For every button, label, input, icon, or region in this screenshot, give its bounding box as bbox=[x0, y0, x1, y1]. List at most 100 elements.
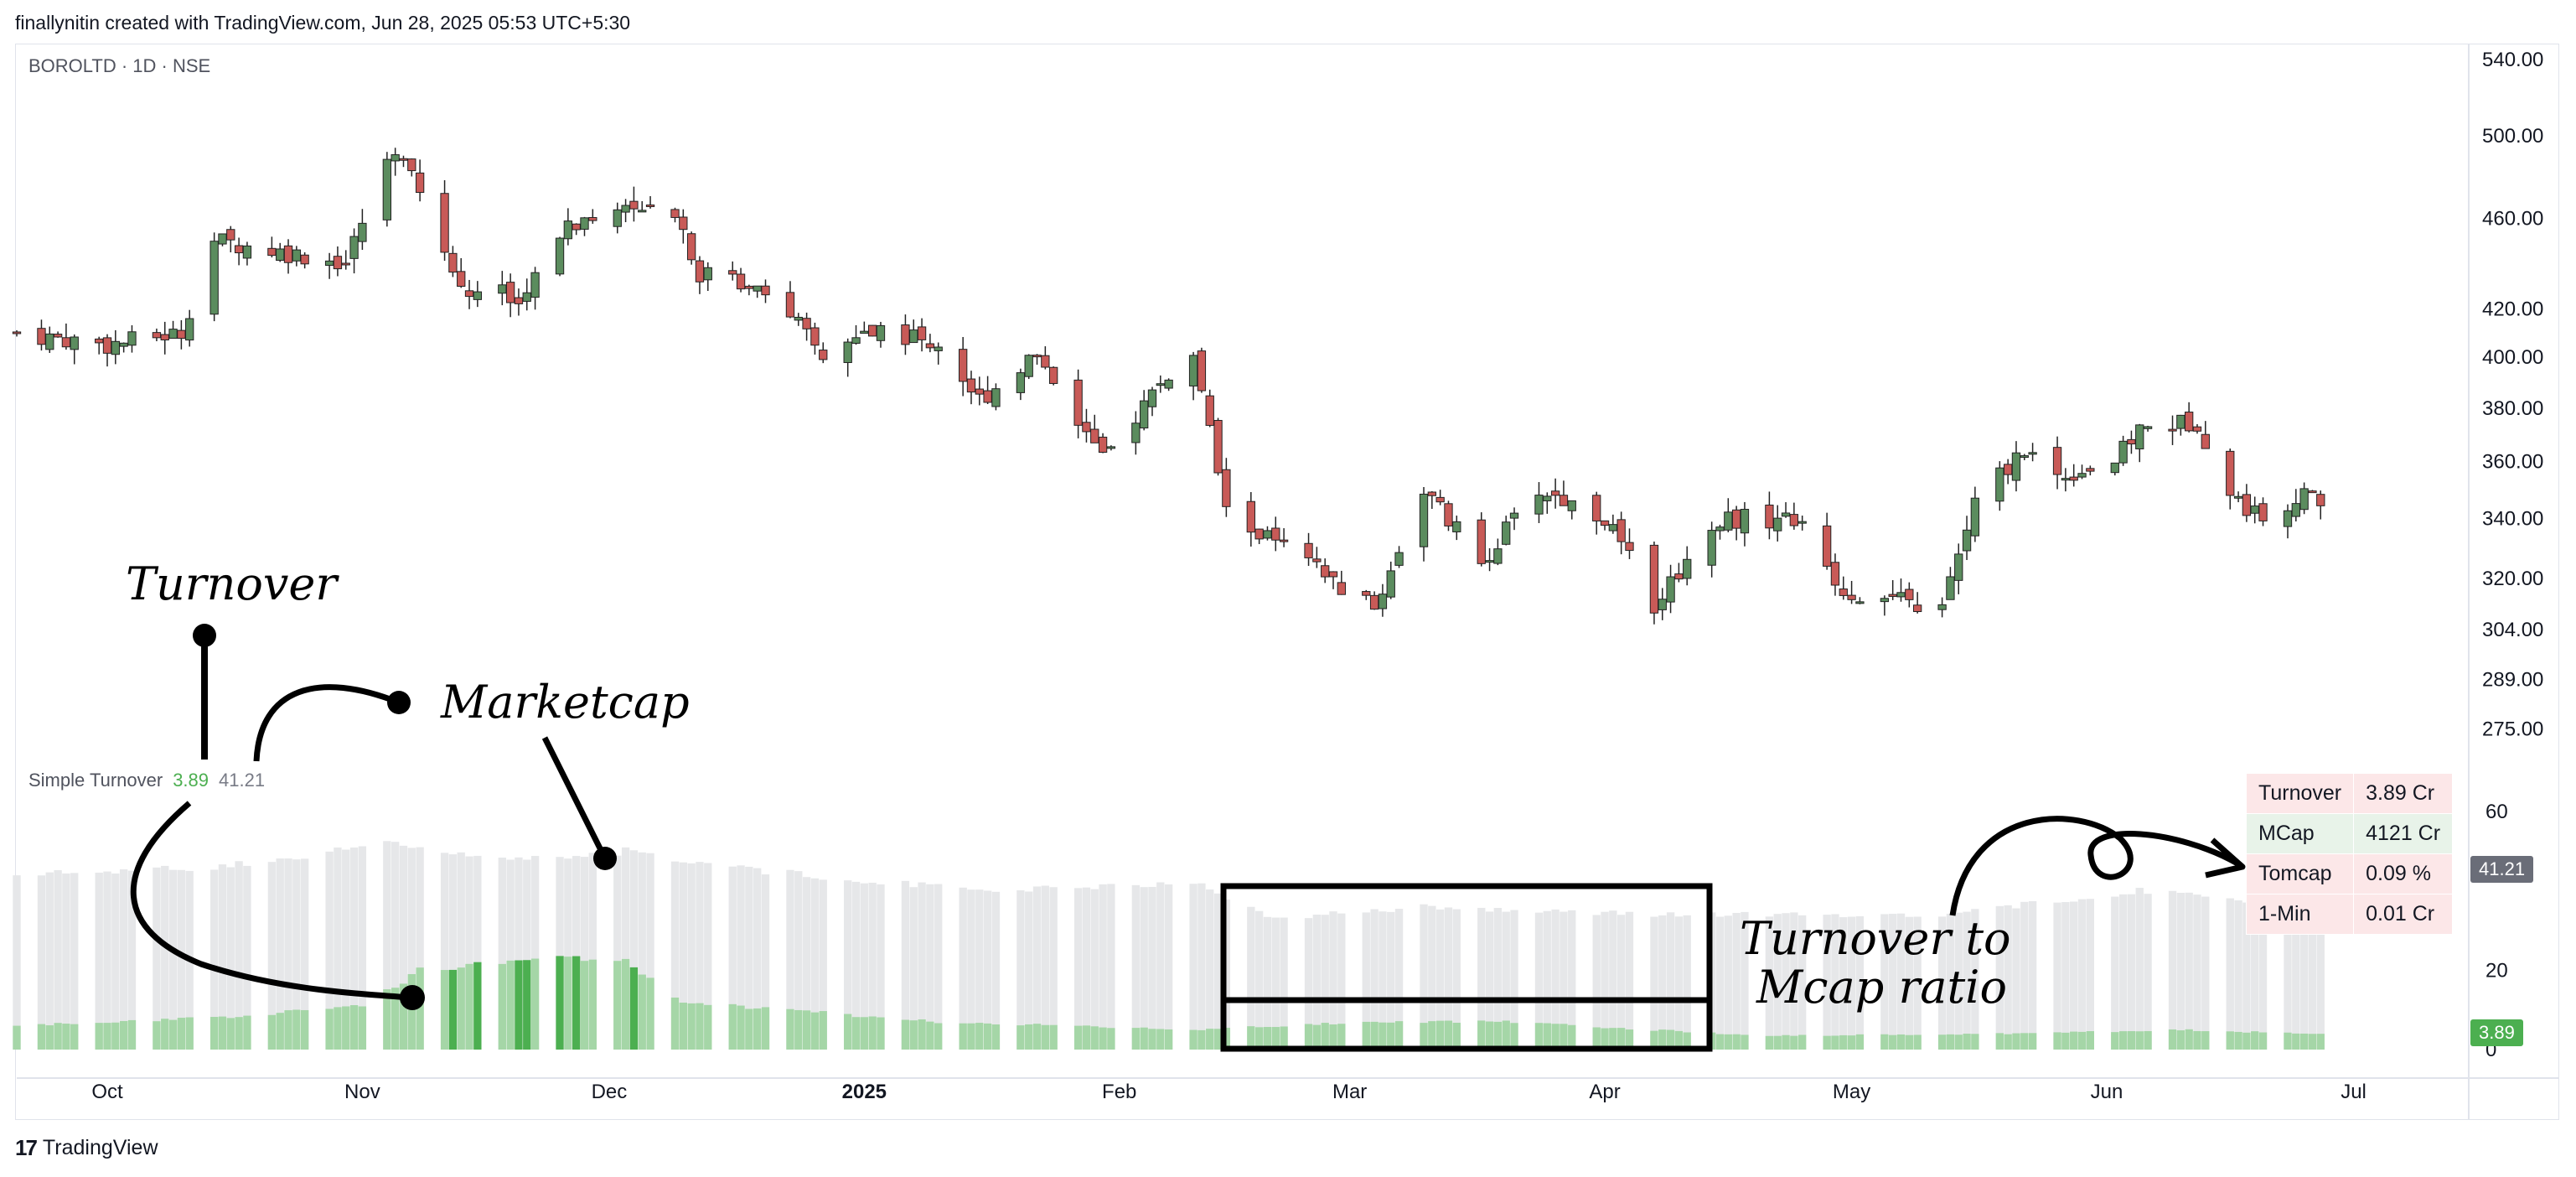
candle-body bbox=[1666, 576, 1675, 603]
marketcap-bar bbox=[1971, 909, 1979, 1050]
turnover-bar bbox=[2004, 1034, 2012, 1050]
marketcap-bar bbox=[300, 858, 309, 1050]
candle-body bbox=[1073, 379, 1083, 426]
candle-body bbox=[1427, 491, 1436, 496]
turnover-bar bbox=[2176, 1030, 2185, 1050]
turnover-bar bbox=[465, 963, 473, 1050]
indicator-name[interactable]: Simple Turnover bbox=[28, 770, 163, 791]
marketcap-bar bbox=[70, 873, 79, 1050]
marketcap-bar bbox=[1304, 918, 1313, 1050]
turnover-bar bbox=[2292, 1033, 2300, 1050]
candle-body bbox=[168, 329, 178, 340]
candle-body bbox=[1847, 594, 1856, 600]
candle-body bbox=[283, 245, 293, 263]
marketcap-bar bbox=[613, 855, 622, 1050]
symbol-label[interactable]: BOROLTD · 1D · NSE bbox=[28, 55, 211, 76]
candle-body bbox=[1912, 604, 1922, 613]
candle-body bbox=[1649, 544, 1659, 614]
marketcap-bar bbox=[2127, 894, 2136, 1050]
turnover-bar bbox=[284, 1010, 292, 1050]
marketcap-bar bbox=[810, 878, 820, 1050]
candle-body bbox=[1502, 521, 1511, 545]
marketcap-bar bbox=[1946, 913, 1955, 1050]
marketcap-bar bbox=[276, 858, 284, 1050]
marketcap-bar bbox=[1329, 911, 1337, 1050]
marketcap-bar bbox=[1905, 916, 1913, 1050]
turnover-bar bbox=[868, 1016, 877, 1050]
turnover-bar bbox=[2168, 1029, 2177, 1050]
candle-body bbox=[2020, 455, 2029, 459]
turnover-bar bbox=[580, 961, 589, 1050]
marketcap-bar bbox=[1724, 915, 1732, 1050]
candle-body bbox=[2192, 426, 2202, 432]
marketcap-bar bbox=[243, 865, 251, 1050]
marketcap-bar bbox=[959, 887, 967, 1050]
candle-body bbox=[2061, 478, 2071, 481]
turnover-bar bbox=[794, 1009, 803, 1050]
marketcap-bar bbox=[2226, 898, 2234, 1050]
marketcap-bar bbox=[1568, 910, 1576, 1050]
marketcap-curve bbox=[253, 684, 401, 762]
candle-body bbox=[1131, 423, 1141, 443]
marketcap-curve-dot bbox=[387, 691, 411, 714]
turnover-bar bbox=[934, 1023, 943, 1050]
turnover-bar bbox=[704, 1004, 712, 1050]
turnover-bar bbox=[2242, 1032, 2251, 1050]
turnover-bar bbox=[967, 1023, 975, 1050]
turnover-bar bbox=[530, 958, 540, 1050]
marketcap-bar bbox=[2020, 901, 2029, 1050]
turnover-bar bbox=[588, 959, 597, 1050]
candle-body bbox=[1839, 588, 1848, 596]
turnover-bar bbox=[342, 1006, 350, 1050]
candle-body bbox=[333, 256, 343, 270]
time-tick-label: 2025 bbox=[842, 1081, 887, 1103]
marketcap-bar bbox=[1617, 915, 1626, 1050]
marketcap-bar bbox=[1452, 909, 1461, 1050]
marketcap-bar bbox=[383, 841, 391, 1050]
price-tick-label: 320.00 bbox=[2482, 568, 2543, 590]
turnover-bar bbox=[2308, 1034, 2317, 1050]
marketcap-bar bbox=[926, 884, 934, 1050]
annotation-ratio-line2: Mcap ratio bbox=[1756, 961, 2007, 1014]
marketcap-bar bbox=[687, 863, 696, 1050]
turnover-bar bbox=[2226, 1031, 2234, 1050]
time-tick-label: Jun bbox=[2091, 1081, 2123, 1103]
candle-body bbox=[728, 270, 737, 275]
marketcap-bar bbox=[1798, 915, 1807, 1050]
turnover-bar bbox=[1963, 1034, 1971, 1050]
turnover-bar bbox=[1954, 1034, 1963, 1050]
turnover-bar bbox=[1073, 1025, 1083, 1050]
marketcap-bar bbox=[1937, 916, 1947, 1050]
candle-body bbox=[580, 217, 589, 230]
candle-body bbox=[1970, 497, 1980, 537]
marketcap-bar bbox=[2308, 889, 2317, 1050]
candle-body bbox=[1304, 542, 1313, 558]
marketcap-bar bbox=[1954, 912, 1963, 1050]
annotation-turnover: Turnover bbox=[126, 557, 338, 610]
turnover-bar bbox=[1773, 1035, 1782, 1050]
marketcap-pointer bbox=[541, 736, 608, 860]
candle-body bbox=[1197, 350, 1207, 391]
turnover-bar bbox=[1090, 1026, 1099, 1050]
indicator-legend[interactable]: Simple Turnover 3.89 41.21 bbox=[28, 770, 265, 791]
turnover-bar bbox=[564, 957, 572, 1050]
turnover-bar bbox=[1477, 1020, 1486, 1050]
candle-body bbox=[1534, 495, 1544, 515]
candle-body bbox=[1378, 594, 1388, 609]
footer-brand[interactable]: 17 TradingView bbox=[15, 1135, 158, 1161]
marketcap-bar bbox=[1732, 913, 1741, 1050]
turnover-bar bbox=[1428, 1021, 1436, 1050]
turnover-bar bbox=[325, 1008, 334, 1050]
candle-body bbox=[810, 327, 820, 346]
marketcap-bar bbox=[1493, 907, 1503, 1050]
ratio-arrowhead bbox=[2205, 837, 2246, 879]
marketcap-bar bbox=[1082, 887, 1091, 1050]
turnover-bar bbox=[1674, 1030, 1684, 1050]
turnover-bar bbox=[1798, 1034, 1807, 1050]
turnover-bar bbox=[1905, 1034, 1913, 1050]
indicator-tick-label: 20 bbox=[2485, 959, 2508, 982]
turnover-bar bbox=[391, 988, 400, 1050]
marketcap-bar bbox=[745, 866, 753, 1050]
candle-body bbox=[1024, 355, 1033, 377]
